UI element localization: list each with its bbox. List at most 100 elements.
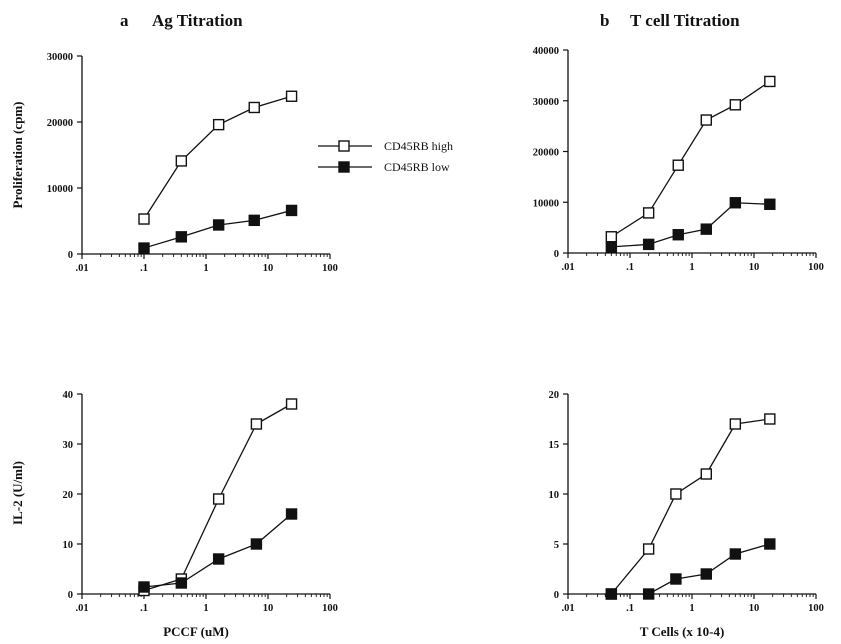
il2-tcell-y-tick-label: 15 — [549, 440, 560, 451]
il2-ag-x-tick-label: 1 — [203, 603, 208, 614]
il2-ag-x-tick-label: .1 — [140, 603, 148, 614]
il2-ag-plot: .01 .1 1 10 100 0 10 20 30 40 IL-2 (U/ml) PCCF (uM) — [10, 390, 338, 639]
proliferation-tcell-point-low — [729, 197, 742, 209]
proliferation-tcell-plot: .01 .1 1 10 100 0 10000 20000 30000 40000 — [533, 46, 824, 273]
proliferation-tcell-y-tick-label: 40000 — [533, 46, 559, 57]
il2-tcell-y-tick-label: 10 — [549, 490, 560, 501]
il2-ag-point-high — [212, 493, 225, 505]
il2-tcell-x-tick-label: .01 — [561, 603, 574, 614]
proliferation-tcell-point-low — [642, 238, 655, 251]
proliferation-tcell-series-line-high — [610, 80, 771, 238]
proliferation-tcell-point-low — [672, 229, 684, 241]
il2-tcell-series-line-low — [611, 543, 771, 595]
il2-ag-point-low — [175, 577, 188, 589]
panel-b-title: T cell Titration — [630, 11, 740, 30]
il2-tcell-point-low — [670, 573, 682, 585]
proliferation-ag-point-low — [248, 214, 260, 227]
proliferation-tcell-x-tick-label: .01 — [561, 262, 574, 273]
il2-ag-x-axis-label: PCCF (uM) — [163, 624, 229, 639]
proliferation-tcell-y-tick-label: 10000 — [533, 198, 559, 209]
proliferation-tcell-point-high — [764, 75, 776, 88]
il2-tcell-point-low — [729, 548, 742, 560]
proliferation-tcell-y-tick-label: 30000 — [533, 97, 559, 108]
proliferation-tcell-point-high — [672, 159, 684, 171]
proliferation-ag-series-line-high — [143, 95, 292, 220]
il2-tcell-series-line-high — [610, 418, 770, 595]
proliferation-ag-point-high — [248, 101, 260, 114]
proliferation-tcell-y-tick-label: 0 — [554, 249, 559, 260]
proliferation-tcell-point-low — [605, 241, 618, 253]
il2-tcell-y-tick-label: 20 — [549, 390, 560, 401]
proliferation-ag-y-tick-label: 0 — [68, 250, 73, 261]
il2-ag-y-tick-label: 10 — [63, 540, 74, 551]
il2-tcell-point-high — [729, 418, 742, 430]
proliferation-ag-x-tick-label: 10 — [263, 263, 274, 274]
il2-tcell-point-low — [642, 588, 655, 600]
il2-ag-y-tick-label: 40 — [63, 390, 74, 401]
il2-ag-y-tick-label: 30 — [63, 440, 74, 451]
proliferation-ag-x-tick-label: 100 — [322, 263, 338, 274]
legend: CD45RB high CD45RB low — [318, 139, 453, 174]
il2-ag-x-tick-label: 10 — [263, 603, 274, 614]
il2-ag-point-high — [285, 398, 298, 410]
il2-tcell-point-high — [700, 468, 712, 480]
proliferation-ag-point-low — [285, 204, 298, 217]
legend-open-square-icon — [338, 140, 350, 152]
il2-ag-point-low — [212, 553, 225, 565]
proliferation-ag-x-tick-label: .1 — [140, 263, 148, 274]
panel-a-title: Ag Titration — [152, 11, 243, 30]
il2-tcell-point-low — [764, 538, 776, 550]
proliferation-ag-y-tick-label: 10000 — [47, 184, 73, 195]
proliferation-ag-y-tick-label: 30000 — [47, 52, 73, 63]
il2-ag-point-low — [285, 508, 298, 520]
proliferation-ag-x-tick-label: .01 — [75, 263, 88, 274]
il2-ag-point-low — [138, 581, 150, 593]
panel-b-letter: b — [600, 11, 609, 30]
proliferation-ag-plot: .01 .1 1 10 100 0 10000 20000 30000 Proliferation… — [10, 52, 338, 274]
panel-a-letter: a — [120, 11, 129, 30]
proliferation-tcell-point-high — [700, 114, 712, 126]
proliferation-ag-point-low — [175, 231, 188, 243]
il2-tcell-y-tick-label: 0 — [554, 590, 559, 601]
il2-ag-point-low — [250, 538, 263, 550]
proliferation-tcell-point-high — [605, 231, 618, 243]
proliferation-tcell-point-low — [764, 198, 776, 210]
il2-ag-x-tick-label: 100 — [322, 603, 338, 614]
il2-tcell-x-axis-label: T Cells (x 10-4) — [640, 624, 725, 639]
proliferation-tcell-x-tick-label: 1 — [689, 262, 694, 273]
legend-label-low: CD45RB low — [384, 160, 450, 174]
il2-ag-series-line-low — [143, 513, 292, 588]
il2-ag-x-tick-label: .01 — [75, 603, 88, 614]
il2-tcell-point-high — [670, 488, 682, 500]
il2-tcell-x-tick-label: 10 — [749, 603, 760, 614]
proliferation-tcell-point-high — [729, 99, 742, 111]
il2-tcell-x-tick-label: 100 — [808, 603, 824, 614]
proliferation-ag-y-tick-label: 20000 — [47, 118, 73, 129]
proliferation-ag-point-high — [138, 213, 150, 225]
proliferation-ag-point-low — [212, 219, 225, 231]
legend-label-high: CD45RB high — [384, 139, 453, 153]
proliferation-ag-point-high — [175, 155, 188, 167]
il2-tcell-point-low — [700, 568, 712, 580]
il2-ag-y-tick-label: 20 — [63, 490, 74, 501]
il2-ag-y-axis-label: IL-2 (U/ml) — [10, 461, 25, 525]
il2-tcell-y-tick-label: 5 — [554, 540, 559, 551]
il2-tcell-x-tick-label: 1 — [689, 603, 694, 614]
proliferation-ag-point-low — [138, 242, 150, 254]
proliferation-tcell-point-low — [700, 223, 712, 235]
il2-tcell-x-tick-label: .1 — [626, 603, 634, 614]
il2-ag-y-tick-label: 0 — [68, 590, 73, 601]
proliferation-tcell-x-tick-label: 100 — [808, 262, 824, 273]
proliferation-ag-y-axis-label: Proliferation (cpm) — [10, 102, 25, 209]
proliferation-ag-point-high — [212, 118, 225, 131]
proliferation-tcell-x-tick-label: 10 — [749, 262, 760, 273]
proliferation-ag-point-high — [285, 90, 298, 102]
proliferation-tcell-y-tick-label: 20000 — [533, 148, 559, 159]
il2-ag-point-high — [250, 418, 263, 430]
proliferation-tcell-x-tick-label: .1 — [626, 262, 634, 273]
proliferation-tcell-point-high — [642, 207, 655, 219]
il2-tcell-point-low — [605, 588, 618, 600]
il2-tcell-point-high — [764, 413, 776, 425]
il2-tcell-plot: .01 .1 1 10 100 0 5 10 15 20 T Cells (x 10-4) — [549, 390, 824, 639]
